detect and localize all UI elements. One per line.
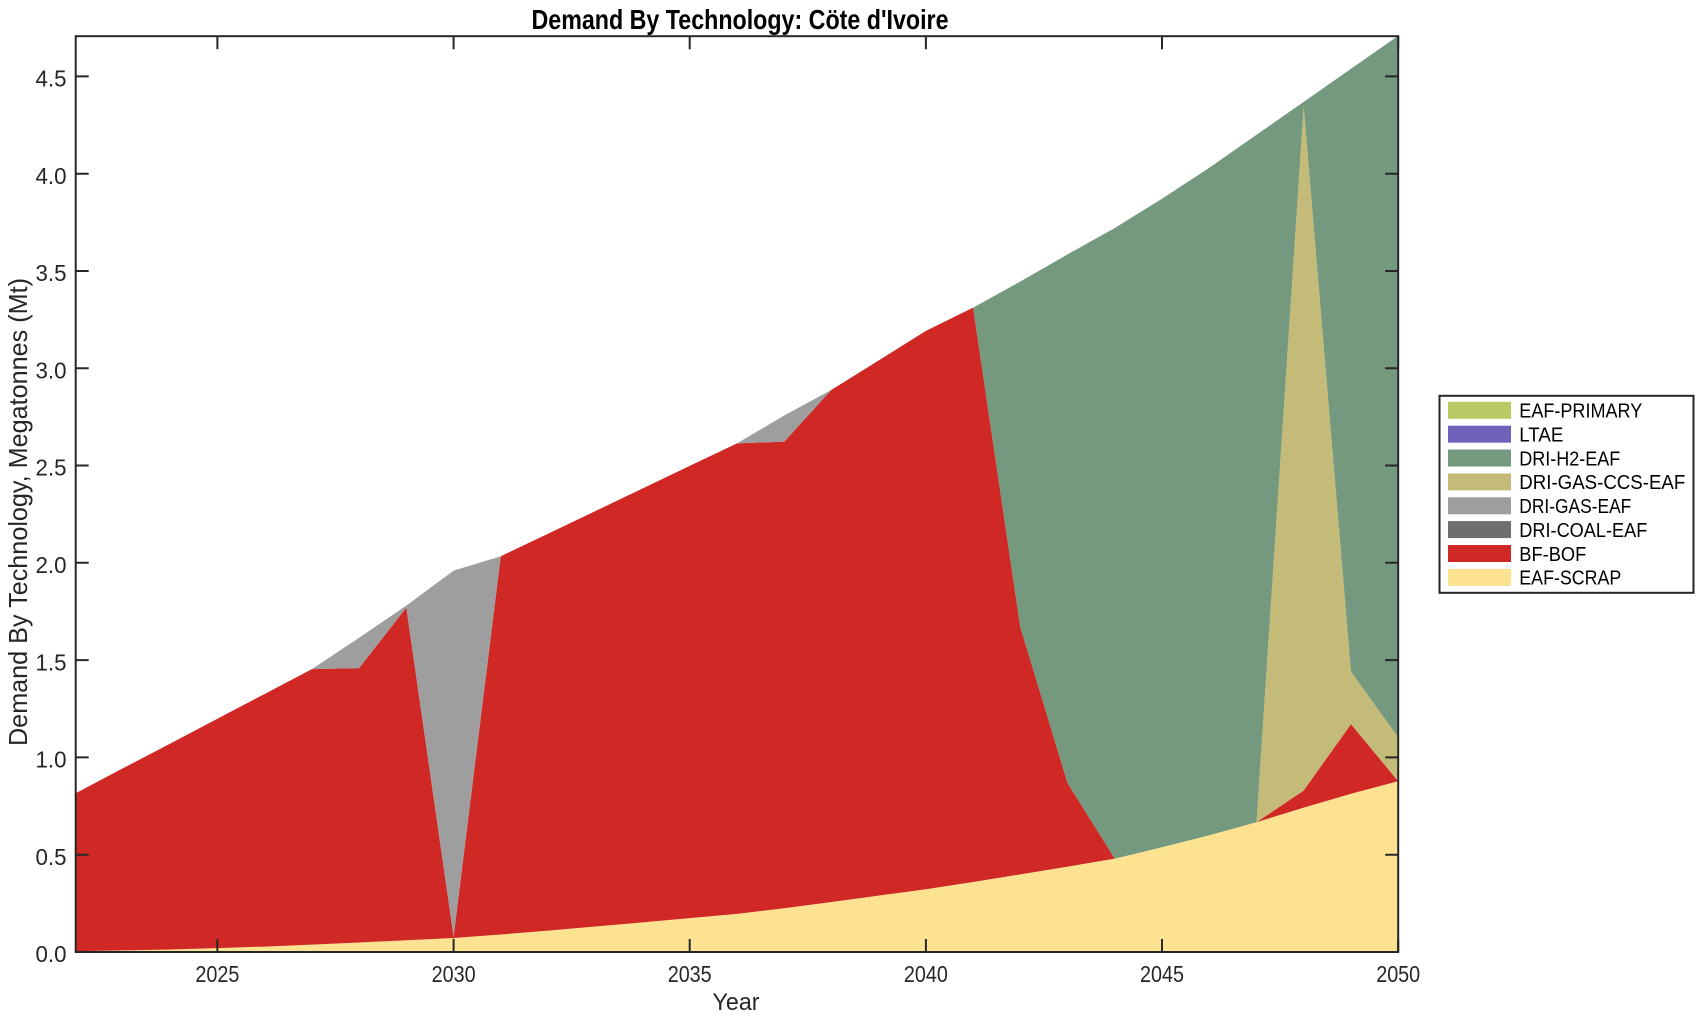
svg-text:3.0: 3.0 xyxy=(36,358,67,384)
svg-text:DRI-H2-EAF: DRI-H2-EAF xyxy=(1519,448,1620,470)
svg-text:DRI-COAL-EAF: DRI-COAL-EAF xyxy=(1519,520,1647,542)
svg-text:2045: 2045 xyxy=(1140,961,1184,987)
svg-text:1.5: 1.5 xyxy=(36,649,67,675)
svg-text:0.5: 0.5 xyxy=(36,844,67,870)
svg-text:BF-BOF: BF-BOF xyxy=(1519,544,1586,566)
svg-text:Demand By Technology: Cöte d'I: Demand By Technology: Cöte d'Ivoire xyxy=(532,4,949,35)
svg-text:2035: 2035 xyxy=(668,961,712,987)
svg-text:DRI-GAS-EAF: DRI-GAS-EAF xyxy=(1519,496,1631,518)
svg-text:3.5: 3.5 xyxy=(36,260,67,286)
svg-text:EAF-SCRAP: EAF-SCRAP xyxy=(1519,568,1621,590)
svg-text:2.0: 2.0 xyxy=(36,552,67,578)
svg-text:Year: Year xyxy=(713,989,760,1016)
svg-text:EAF-PRIMARY: EAF-PRIMARY xyxy=(1519,401,1642,423)
svg-text:1.0: 1.0 xyxy=(36,747,67,773)
svg-text:Demand By Technology, Megatonn: Demand By Technology, Megatonnes (Mt) xyxy=(3,278,33,746)
svg-text:0.0: 0.0 xyxy=(36,941,67,967)
svg-text:4.5: 4.5 xyxy=(36,66,67,92)
svg-text:2.5: 2.5 xyxy=(36,455,67,481)
svg-text:DRI-GAS-CCS-EAF: DRI-GAS-CCS-EAF xyxy=(1519,472,1685,494)
svg-text:2025: 2025 xyxy=(195,961,239,987)
svg-text:2040: 2040 xyxy=(904,961,948,987)
svg-text:4.0: 4.0 xyxy=(36,163,67,189)
svg-text:2030: 2030 xyxy=(432,961,476,987)
svg-text:2050: 2050 xyxy=(1376,961,1420,987)
svg-text:LTAE: LTAE xyxy=(1519,425,1563,447)
